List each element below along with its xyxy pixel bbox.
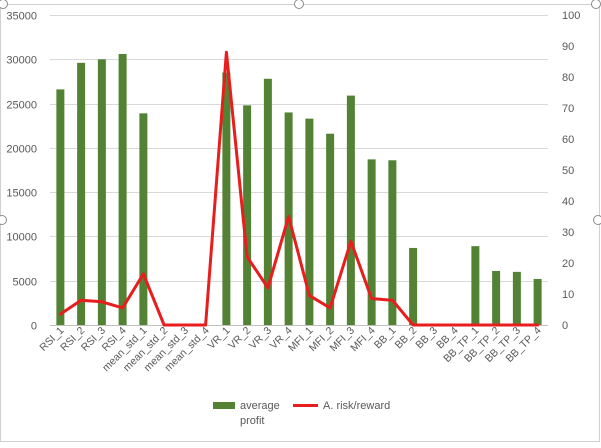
profit-bar[interactable] <box>222 73 230 325</box>
left-tick-label: 5000 <box>13 277 37 289</box>
right-tick-label: 30 <box>562 227 574 239</box>
resize-handle-top-left[interactable] <box>0 0 8 9</box>
resize-handle-middle-left[interactable] <box>0 216 7 225</box>
chart-area-border <box>1 5 600 442</box>
profit-bar[interactable] <box>77 63 85 325</box>
left-tick-label: 35000 <box>6 11 37 23</box>
left-tick-label: 25000 <box>6 100 37 112</box>
right-tick-label: 40 <box>562 196 574 208</box>
profit-bar[interactable] <box>513 272 521 325</box>
left-tick-label: 30000 <box>6 55 37 67</box>
left-tick-label: 20000 <box>6 144 37 156</box>
left-tick-label: 10000 <box>6 232 37 244</box>
legend-label-average-profit-line1: average <box>240 400 280 412</box>
right-tick-label: 80 <box>562 72 574 84</box>
profit-bar[interactable] <box>471 246 479 325</box>
profit-bar[interactable] <box>56 89 64 325</box>
right-tick-label: 20 <box>562 258 574 270</box>
profit-bar[interactable] <box>119 54 127 325</box>
right-tick-label: 100 <box>562 10 580 22</box>
right-tick-label: 90 <box>562 41 574 53</box>
right-tick-label: 0 <box>562 320 568 332</box>
profit-bar[interactable] <box>98 59 106 325</box>
resize-handle-middle-right[interactable] <box>594 216 601 225</box>
left-tick-label: 0 <box>31 321 37 333</box>
profit-bar[interactable] <box>492 271 500 325</box>
profit-bar[interactable] <box>534 279 542 325</box>
left-tick-label: 15000 <box>6 188 37 200</box>
right-tick-label: 60 <box>562 134 574 146</box>
legend-swatch-average-profit <box>213 402 235 409</box>
right-tick-label: 10 <box>562 289 574 301</box>
right-tick-label: 50 <box>562 165 574 177</box>
profit-bar[interactable] <box>139 113 147 325</box>
resize-handle-top-right[interactable] <box>592 0 601 9</box>
profit-bar[interactable] <box>347 96 355 325</box>
legend-label-risk-reward: A. risk/reward <box>323 400 390 412</box>
legend-label-average-profit-line2: profit <box>240 415 264 427</box>
profit-bar[interactable] <box>409 248 417 325</box>
resize-handle-top-center[interactable] <box>295 0 304 9</box>
right-tick-label: 70 <box>562 103 574 115</box>
